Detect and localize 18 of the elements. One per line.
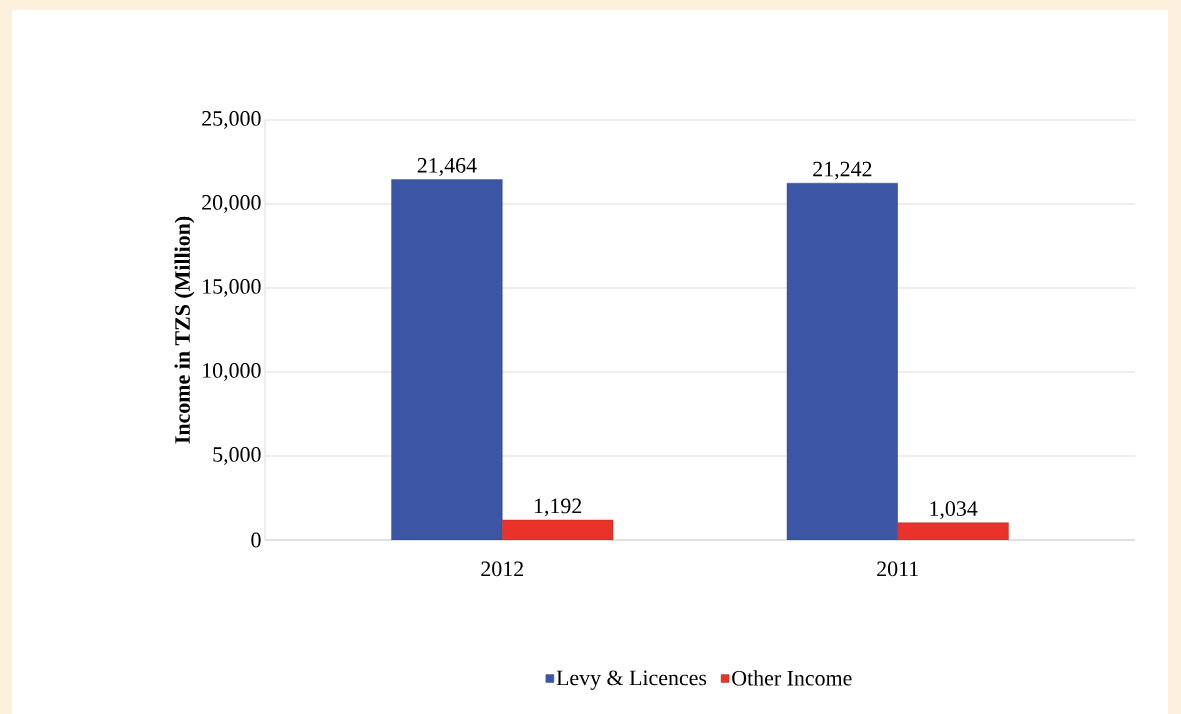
y-tick-label: 25,000 bbox=[202, 111, 261, 129]
data-label: 21,242 bbox=[813, 161, 872, 180]
data-label: 21,464 bbox=[417, 157, 477, 176]
y-tick-label: 15,000 bbox=[203, 279, 261, 297]
y-tick-label: 5,000 bbox=[213, 447, 261, 465]
data-label: 1,034 bbox=[930, 501, 978, 520]
bar bbox=[391, 179, 503, 540]
bar bbox=[897, 522, 1009, 540]
y-tick-label: 20,000 bbox=[202, 195, 261, 213]
y-tick-label: 0 bbox=[251, 532, 261, 548]
x-tick-label: 2012 bbox=[481, 561, 523, 577]
y-tick-label: 10,000 bbox=[203, 363, 261, 381]
bar bbox=[786, 182, 898, 540]
x-tick-label: 2011 bbox=[877, 561, 918, 577]
legend-label: Levy & Licences bbox=[556, 670, 707, 690]
y-axis-title: Income in TZS (Million) bbox=[174, 216, 195, 444]
legend-label: Other Income bbox=[732, 670, 852, 686]
data-label: 1,192 bbox=[534, 498, 582, 517]
